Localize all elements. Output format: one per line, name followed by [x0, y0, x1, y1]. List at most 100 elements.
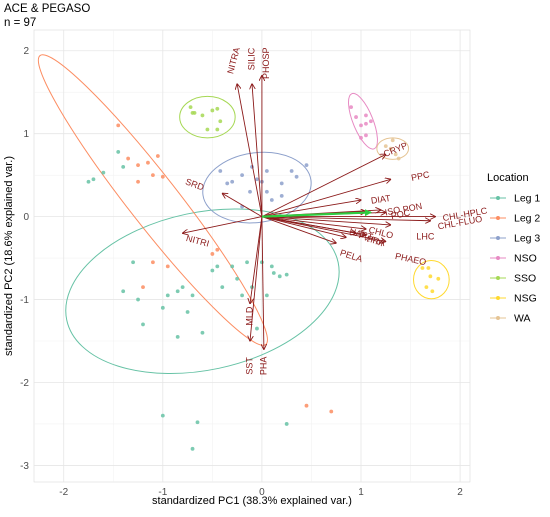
legend-swatch-dot	[496, 196, 500, 200]
point-leg-2	[116, 123, 121, 128]
x-tick-label: 1	[358, 487, 364, 498]
vector-chlo	[261, 216, 366, 229]
point-leg-1	[210, 268, 215, 273]
legend-label: NSG	[514, 293, 537, 305]
vector-phaeo	[261, 216, 386, 242]
point-leg-1	[284, 272, 289, 277]
vector-sst	[250, 216, 263, 341]
point-leg-1	[101, 170, 106, 175]
legend-title: Location	[487, 172, 529, 184]
y-tick-label: -2	[20, 378, 29, 389]
point-leg-2	[215, 247, 220, 252]
point-leg-1	[175, 289, 180, 294]
legend-swatch-dot	[496, 236, 500, 240]
point-leg-1	[180, 285, 185, 290]
vector-label: ISO	[384, 205, 401, 218]
legend: Location Leg 1 Leg 2 Leg 3 NSO SSO NSG WA	[487, 172, 540, 325]
point-sso	[192, 111, 197, 115]
point-sso	[218, 119, 223, 124]
point-leg-2	[151, 173, 155, 178]
point-nso	[354, 115, 358, 119]
legend-label: NSO	[514, 253, 537, 265]
point-leg-1	[240, 293, 244, 298]
point-leg-1	[200, 330, 205, 335]
point-leg-1	[190, 293, 195, 298]
y-axis-label: standardized PC2 (18.6% explained var.)	[3, 156, 15, 356]
legend-label: Leg 2	[514, 213, 540, 225]
vector-pha	[262, 216, 264, 350]
point-leg-3	[304, 163, 309, 168]
point-nso	[359, 135, 363, 140]
point-leg-3	[269, 198, 274, 202]
point-leg-3	[279, 181, 284, 186]
point-leg-3	[264, 169, 269, 173]
point-leg-3	[218, 169, 223, 173]
vector-fv-fm	[261, 216, 346, 238]
point-leg-1	[141, 322, 145, 327]
vector-mld	[250, 216, 263, 304]
point-leg-2	[151, 260, 155, 265]
point-leg-1	[269, 264, 274, 269]
point-leg-3	[255, 177, 259, 182]
vector-cryp	[261, 154, 386, 218]
legend-label: Leg 1	[514, 193, 540, 205]
legend-label: Leg 3	[514, 233, 540, 245]
point-leg-1	[185, 310, 190, 314]
point-leg-1	[131, 260, 135, 265]
point-leg-1	[190, 446, 195, 451]
point-leg-1	[245, 260, 249, 265]
point-nso	[359, 123, 363, 128]
vector-nitra	[237, 84, 263, 217]
vector-ppc	[261, 179, 391, 218]
point-leg-1	[284, 422, 289, 426]
point-leg-1	[175, 334, 180, 339]
point-nsg	[426, 266, 431, 270]
vector-label: PPC	[410, 169, 431, 183]
point-sso	[188, 105, 193, 110]
legend-swatch-dot	[496, 276, 500, 280]
point-leg-2	[210, 252, 215, 256]
point-leg-3	[264, 189, 269, 194]
legend-swatch-dot	[496, 296, 500, 300]
legend-item-nso: NSO	[490, 253, 537, 265]
point-leg-2	[141, 285, 145, 290]
y-tick-label: -3	[20, 461, 29, 472]
ellipse-nso	[348, 92, 378, 150]
vector-chl-fluo	[261, 216, 430, 221]
point-nsg	[436, 276, 441, 281]
point-leg-2	[304, 403, 309, 408]
vector-diat	[261, 200, 361, 218]
x-tick-label: 0	[259, 487, 265, 498]
point-nso	[364, 121, 368, 126]
ellipse-nsg	[413, 260, 450, 300]
legend-swatch-dot	[496, 316, 500, 320]
point-nsg	[420, 266, 425, 270]
point-leg-1	[116, 150, 121, 154]
point-leg-3	[294, 174, 299, 179]
vector-label: PRA	[366, 234, 386, 248]
vector-label: MLD	[244, 306, 254, 326]
point-leg-1	[195, 420, 200, 425]
point-sso	[215, 127, 220, 132]
vector-label: SST	[244, 357, 254, 375]
point-leg-1	[121, 289, 126, 294]
point-leg-1	[136, 297, 140, 302]
ellipse-sso	[179, 95, 236, 139]
point-leg-2	[136, 179, 140, 184]
chart-title: ACE & PEGASO	[4, 3, 90, 15]
legend-item-sso: SSO	[490, 273, 536, 285]
legend-label: WA	[514, 313, 531, 325]
chart-subtitle: n = 97	[4, 17, 36, 29]
vector-pela	[261, 216, 336, 244]
y-tick-label: -1	[20, 295, 29, 306]
point-leg-3	[230, 179, 235, 184]
legend-item-leg-1: Leg 1	[490, 193, 540, 205]
point-nsg	[430, 289, 435, 294]
point-leg-1	[230, 264, 235, 269]
point-sso	[215, 106, 220, 111]
point-nso	[364, 133, 368, 138]
vector-label: PHOSP	[261, 47, 271, 79]
point-sso	[210, 108, 215, 113]
point-leg-1	[220, 285, 225, 290]
